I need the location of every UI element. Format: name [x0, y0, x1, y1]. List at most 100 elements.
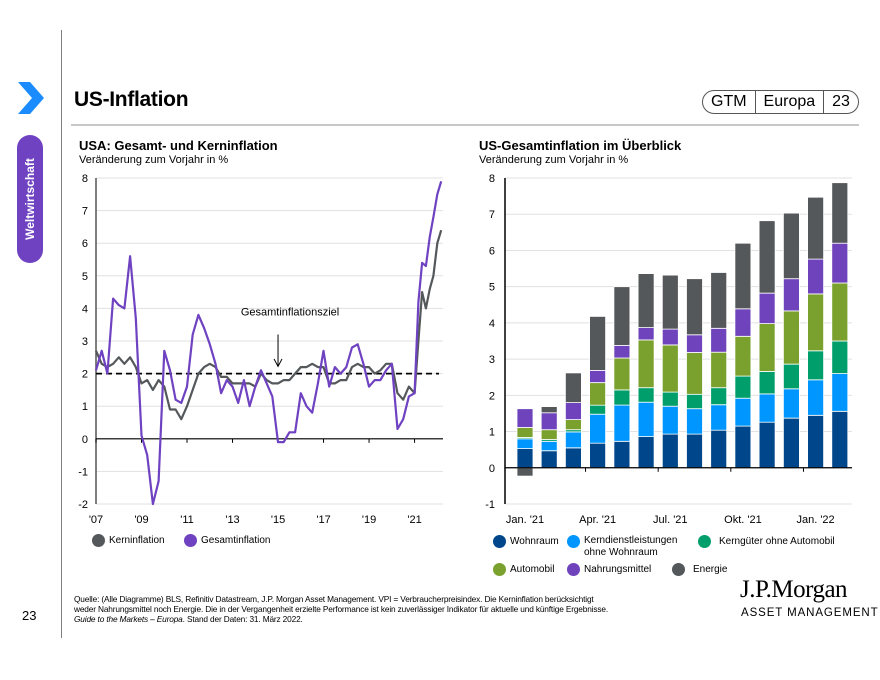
annotation-label: Gesamtinflationsziel [241, 306, 339, 318]
source-date: . Stand der Daten: 31. März 2022. [182, 614, 303, 624]
bar-segment-kerndienstleistungen [589, 413, 606, 444]
bar-segment-nahrungsmittel [540, 412, 558, 431]
x-tick-label: Jan. '22 [796, 514, 834, 526]
legend-swatch-automobil [493, 563, 506, 576]
legend-energie: Energie [672, 563, 727, 576]
x-tick-label: '13 [225, 514, 239, 526]
bar-segment-energie [710, 272, 728, 329]
bar-segment-automobil [831, 282, 849, 342]
chart2-subtitle: Veränderung zum Vorjahr in % [479, 154, 629, 166]
bar-segment-automobil [783, 310, 800, 365]
source-line-2: weder Nahrungsmittel noch Energie. Die i… [74, 604, 609, 614]
bar-segment-automobil [710, 351, 728, 389]
bar-segment-kerndienstleistungen [807, 379, 824, 416]
jpmorgan-logo: J.P.Morgan [740, 576, 848, 603]
bar-segment-kerndienstleistungen [686, 408, 703, 435]
bar-segment-kerndienstleistungen [637, 401, 655, 438]
bar-segment-kerngüter [661, 391, 679, 407]
bar-segment-kerndienstleistungen [565, 431, 582, 449]
bar-segment-energie [613, 286, 631, 346]
bar-segment-kerngüter [613, 389, 631, 406]
legend-swatch-kernguter [698, 535, 711, 548]
y-tick-label: 7 [489, 209, 495, 221]
bar-segment-automobil [661, 344, 679, 393]
bar-segment-wohnraum [516, 448, 534, 469]
bar-segment-kerngüter [807, 350, 824, 381]
series-line-kerninflation [94, 229, 443, 421]
badge-region: Europa [754, 91, 824, 113]
bar-segment-wohnraum [686, 433, 703, 469]
y-tick-label: 8 [82, 173, 88, 185]
legend-swatch-kerndienstleistungen [567, 535, 580, 548]
bar-segment-kerndienstleistungen [540, 440, 558, 452]
legend-nahrungsmittel: Nahrungsmittel [567, 563, 651, 576]
bar-segment-kerngüter [686, 393, 703, 410]
badge-page: 23 [823, 91, 858, 113]
bar-segment-wohnraum [565, 447, 582, 469]
legend-gesamtinflation: Gesamtinflation [184, 534, 270, 547]
legend-label: Wohnraum [510, 536, 559, 547]
y-tick-label: -1 [485, 499, 495, 511]
y-tick-label: 5 [489, 282, 495, 294]
y-tick-label: 2 [82, 369, 88, 381]
bar-segment-wohnraum [661, 433, 679, 469]
bar-segment-automobil [565, 419, 582, 431]
x-tick-label: Jan. '21 [506, 514, 544, 526]
x-tick-label: '07 [89, 514, 103, 526]
sidebar-divider [61, 30, 62, 638]
chart1-title: USA: Gesamt- und Kerninflation [79, 138, 278, 153]
bar-segment-kerndienstleistungen [613, 404, 631, 442]
bar-segment-kerngüter [758, 370, 776, 395]
page-number: 23 [22, 608, 37, 623]
bar-segment-energie [807, 196, 824, 260]
legend-label: Automobil [510, 564, 555, 575]
bar-segment-energie [758, 220, 776, 294]
legend-label: Kerndienstleistungen ohne Wohnraum [584, 535, 678, 558]
y-tick-label: 0 [489, 463, 495, 475]
bar-segment-energie [589, 315, 606, 371]
bar-segment-automobil [758, 323, 776, 372]
y-tick-label: 1 [82, 401, 88, 413]
legend-swatch-wohnraum [493, 535, 506, 548]
bar-segment-nahrungsmittel [831, 242, 849, 284]
bar-segment-energie [516, 467, 534, 477]
bar-segment-wohnraum [807, 414, 824, 469]
annotation-arrowhead [273, 358, 283, 368]
chart2-title: US-Gesamtinflation im Überblick [479, 138, 682, 153]
legend-label: Energie [693, 564, 728, 575]
x-tick-label: '21 [407, 514, 421, 526]
bar-segment-nahrungsmittel [589, 369, 606, 383]
y-tick-label: 7 [82, 206, 88, 218]
bar-segment-nahrungsmittel [710, 327, 728, 353]
bar-segment-nahrungsmittel [734, 308, 752, 337]
bar-segment-automobil [540, 429, 558, 440]
y-tick-label: -2 [78, 499, 88, 511]
bar-segment-kerngüter [734, 375, 752, 399]
bar-segment-wohnraum [540, 450, 558, 469]
bar-segment-automobil [589, 382, 606, 406]
bar-segment-automobil [686, 352, 703, 395]
legend-swatch-kerninflation [92, 534, 105, 547]
source-note: Quelle: (Alle Diagramme) BLS, Refinitiv … [74, 594, 654, 624]
gtm-badge: GTM Europa 23 [702, 90, 859, 114]
x-tick-label: '09 [134, 514, 148, 526]
bar-segment-energie [734, 242, 752, 310]
bar-segment-wohnraum [831, 410, 849, 469]
y-tick-label: 0 [82, 434, 88, 446]
bar-segment-nahrungsmittel [686, 334, 703, 353]
bar-segment-wohnraum [734, 425, 752, 469]
bar-segment-nahrungsmittel [565, 402, 582, 421]
bar-segment-nahrungsmittel [783, 278, 800, 312]
bar-segment-wohnraum [637, 436, 655, 469]
section-tab-weltwirtschaft[interactable]: Weltwirtschaft [17, 135, 43, 263]
bar-segment-kerndienstleistungen [734, 397, 752, 427]
bar-segment-automobil [516, 427, 534, 438]
chevron-right-icon[interactable] [14, 80, 46, 116]
y-tick-label: 6 [489, 245, 495, 257]
bar-segment-kerngüter [783, 363, 800, 390]
bar-segment-kerndienstleistungen [831, 373, 849, 412]
y-tick-label: 5 [82, 271, 88, 283]
legend-label: Kerngüter ohne Automobil [719, 536, 835, 547]
